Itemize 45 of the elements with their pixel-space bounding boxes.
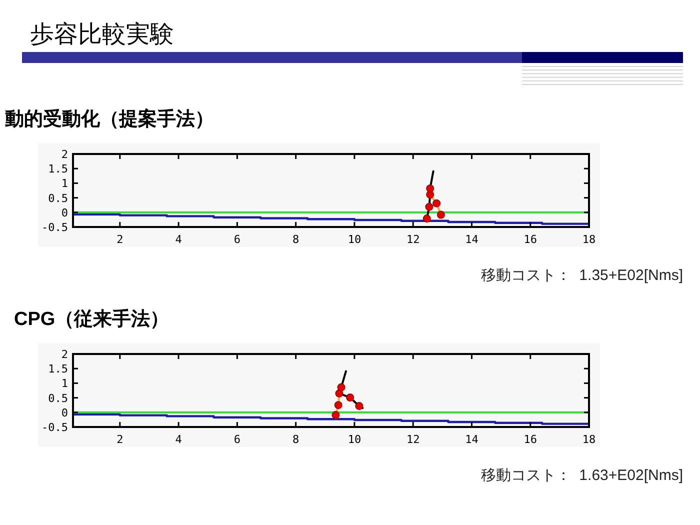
x-tick-label: 16 [524,233,537,246]
x-tick-label: 8 [292,433,300,446]
point [426,184,434,192]
y-tick-label: 1 [61,177,68,190]
point [332,411,340,420]
point [355,402,364,410]
x-tick-label: 2 [116,433,124,446]
point [346,394,354,402]
y-tick-label: 1.5 [48,362,68,376]
x-tick-label: 18 [582,433,596,446]
x-tick-label: 18 [582,233,596,246]
x-tick-label: 14 [465,233,479,246]
text: 歩容比較実験 [30,21,174,48]
y-tick-label: 2 [61,348,68,361]
point [436,210,445,219]
chart-title: CPG（従来手法） [14,308,170,330]
chart-title: 動的受動化（提案手法） [4,108,214,130]
x-tick-label: 6 [234,433,240,446]
point [432,199,441,208]
x-tick-label: 4 [175,433,182,446]
x-tick-label: 12 [406,433,420,446]
point [425,202,434,211]
x-tick-label: 12 [406,233,420,246]
x-tick-label: 10 [348,433,362,446]
y-tick-label: -0.5 [42,221,68,234]
y-tick-label: 0 [61,406,68,420]
y-tick-label: 2 [61,148,68,161]
x-tick-label: 8 [292,233,300,246]
text: 移動コスト： 1.63+E02[Nms] [480,467,683,484]
point [422,214,431,223]
y-tick-label: 1 [61,377,68,390]
x-tick-label: 2 [116,233,124,246]
x-tick-label: 16 [524,433,537,446]
y-tick-label: -0.5 [42,421,68,434]
text: 移動コスト： 1.35+E02[Nms] [480,267,683,284]
y-tick-label: 0.5 [48,392,68,405]
y-tick-label: 0 [61,206,68,220]
x-tick-label: 10 [348,233,362,246]
x-tick-label: 14 [465,433,479,446]
y-tick-label: 1.5 [48,162,68,176]
x-tick-label: 4 [175,233,182,246]
point [337,383,346,392]
y-tick-label: 0.5 [48,192,68,205]
x-tick-label: 6 [234,233,240,246]
point [334,401,342,410]
